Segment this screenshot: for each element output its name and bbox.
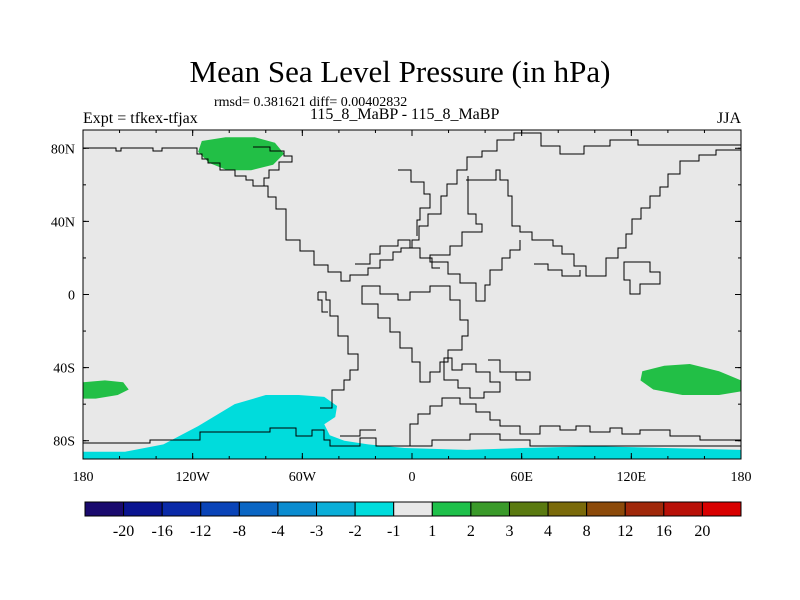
- colorbar-label: 4: [544, 523, 552, 540]
- x-tick-label: 120E: [617, 470, 647, 485]
- colorbar-label: -2: [348, 523, 361, 540]
- colorbar-swatch: [547, 501, 588, 517]
- colorbar-swatch: [701, 501, 742, 517]
- colorbar-swatch: [354, 501, 395, 517]
- case-label: 115_8_MaBP - 115_8_MaBP: [310, 106, 500, 123]
- colorbar-label: 20: [694, 523, 710, 540]
- x-axis: 180 120W 60W 0 60E 120E 180: [73, 130, 752, 485]
- chart-stats: rmsd= 0.381621 diff= 0.00402832: [214, 95, 408, 110]
- x-tick-label: 0: [409, 470, 416, 485]
- coastline: [83, 132, 741, 447]
- colorbar-label: 2: [467, 523, 475, 540]
- region-south-pacific: [83, 380, 129, 399]
- region-southern-ocean-east-of-australia: [640, 363, 741, 396]
- y-tick-label: 40N: [51, 215, 75, 230]
- colorbar-label: 12: [617, 523, 633, 540]
- y-axis: 80N 40N 0 40S 80S: [51, 142, 741, 450]
- colorbar-swatch: [277, 501, 318, 517]
- colorbar-swatch: [393, 501, 433, 517]
- chart-title: Mean Sea Level Pressure (in hPa): [189, 54, 611, 89]
- colorbar-label: -4: [271, 523, 284, 540]
- y-tick-label: 40S: [53, 362, 75, 377]
- colorbar-label: 1: [428, 523, 436, 540]
- colorbar-swatch: [316, 501, 356, 517]
- season-label: JJA: [716, 110, 741, 127]
- x-tick-label: 60W: [289, 470, 317, 485]
- y-tick-label: 0: [68, 289, 75, 304]
- colorbar-swatch: [470, 501, 510, 517]
- y-tick-label: 80N: [51, 142, 75, 157]
- colorbar-label: 16: [656, 523, 672, 540]
- colorbar-label: -3: [310, 523, 323, 540]
- x-tick-label: 120W: [176, 470, 211, 485]
- colorbar-swatch: [161, 501, 202, 517]
- colorbar-swatch: [663, 501, 703, 517]
- experiment-label: Expt = tfkex-tfjax: [83, 110, 198, 127]
- colorbar-label: -12: [190, 523, 211, 540]
- x-tick-label: 180: [73, 470, 94, 485]
- colorbar-label: -8: [233, 523, 246, 540]
- colorbar-swatch: [238, 501, 279, 517]
- colorbar-swatch: [508, 501, 549, 517]
- colorbar-swatch: [123, 501, 163, 517]
- x-tick-label: 60E: [510, 470, 533, 485]
- colorbar-label: -16: [152, 523, 173, 540]
- colorbar-label: -20: [113, 523, 134, 540]
- colorbar-label: -1: [387, 523, 400, 540]
- x-tick-label: 180: [731, 470, 752, 485]
- colorbar-swatch: [624, 501, 665, 517]
- colorbar-swatch: [84, 501, 125, 517]
- colorbar: -20 -16 -12 -8 -4 -3 -2 -1 1 2 3 4 8 12 16 20: [84, 501, 742, 540]
- colorbar-label: 8: [583, 523, 591, 540]
- colorbar-swatch: [431, 501, 472, 517]
- region-arctic-high-north-america: [198, 137, 285, 171]
- region-antarctic-low: [83, 395, 741, 459]
- plot-background: [83, 130, 741, 459]
- colorbar-swatch: [586, 501, 626, 517]
- colorbar-label: 3: [505, 523, 513, 540]
- y-tick-label: 80S: [53, 435, 75, 450]
- colorbar-swatch: [200, 501, 240, 517]
